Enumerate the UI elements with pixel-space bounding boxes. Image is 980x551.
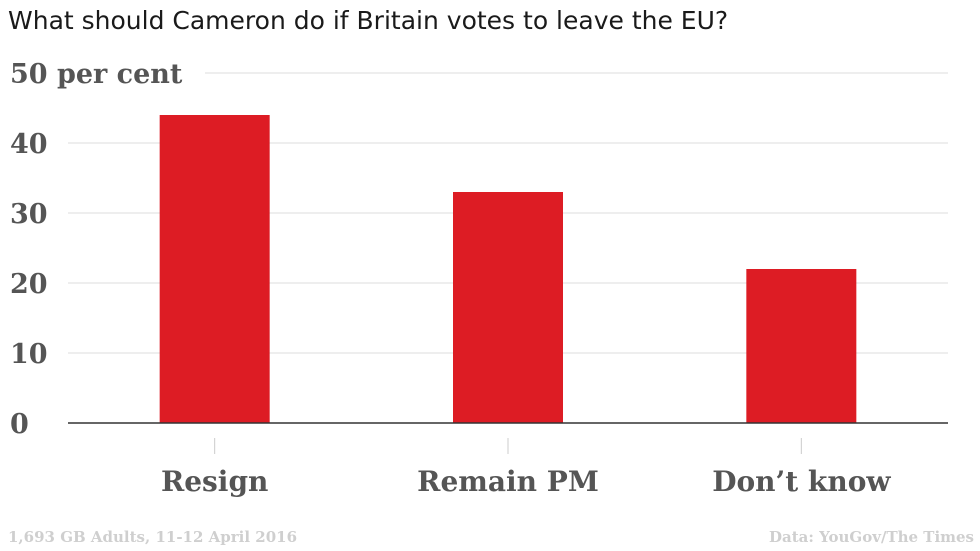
x-tick-label-1: Remain PM [417,465,599,498]
y-tick-label-10: 10 [10,339,48,370]
sample-note: 1,693 GB Adults, 11-12 April 2016 [8,528,298,546]
y-tick-label-40: 40 [10,129,48,160]
bar-remain-pm [453,192,563,423]
bars [159,115,857,423]
bar-resign [159,115,270,423]
data-source: Data: YouGov/The Times [768,528,974,546]
x-axis-ticks: Resign Remain PM Don’t know [161,438,891,498]
y-tick-label-20: 20 [10,269,48,300]
bar-don-t-know [746,269,857,423]
y-axis-ticks: 0 10 20 30 40 50 per cent [10,59,183,440]
chart-title: What should Cameron do if Britain votes … [8,6,729,35]
x-tick-label-0: Resign [161,465,268,498]
y-tick-label-0: 0 [10,409,29,440]
y-tick-label-50: 50 per cent [10,59,183,90]
x-tick-label-2: Don’t know [712,465,891,498]
y-tick-label-30: 30 [10,199,48,230]
